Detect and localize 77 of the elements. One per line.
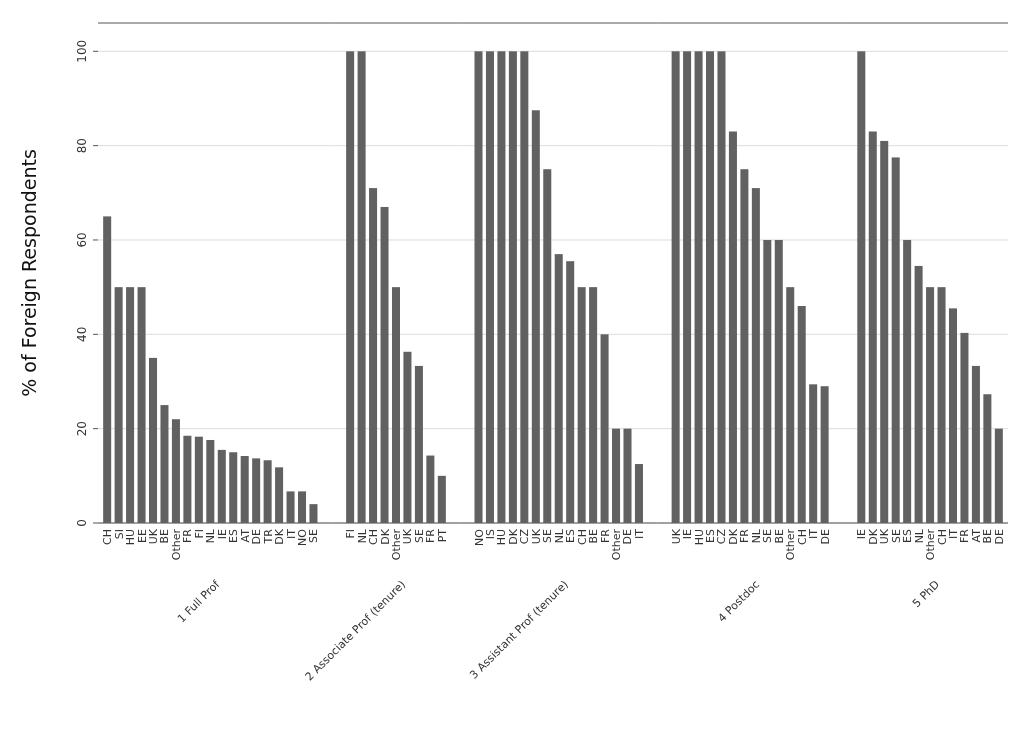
x-tick-label: Other [389,528,403,561]
x-tick-label: NO [296,528,310,546]
x-tick-label: NL [912,528,926,544]
x-tick-label: FI [344,529,358,539]
x-tick-label: BE [587,528,601,544]
x-tick-label: NL [552,528,566,544]
x-tick-label: DK [506,528,520,545]
x-tick-label: HU [124,529,138,546]
y-tick-label: 0 [75,519,89,527]
x-tick-label: SE [761,528,775,543]
y-tick-label: 20 [75,421,89,437]
x-tick-label: ES [227,528,241,543]
x-tick-label: CZ [518,528,532,545]
x-tick-label: UK [878,528,892,545]
x-tick-label: SE [307,528,321,543]
x-tick-label: CZ [715,528,729,545]
x-tick-label: SE [412,528,426,543]
x-tick-label: UK [147,528,161,545]
x-tick-label: CH [795,529,809,545]
x-tick-label: FR [738,528,752,543]
x-tick-label: DE [621,528,635,545]
x-tick-label: EE [135,528,149,543]
x-tick-label: DK [726,528,740,545]
x-tick-label: AT [238,528,252,543]
x-tick-label: UK [669,528,683,545]
x-tick-label: IT [632,528,646,539]
x-tick-label: NL [749,528,763,544]
x-tick-label: CH [935,529,949,545]
x-tick-label: FR [181,528,195,543]
x-tick-label: ES [704,528,718,543]
x-tick-label: Other [924,528,938,561]
x-tick-label: IE [855,528,869,540]
x-tick-label: UK [529,528,543,545]
x-tick-label: IE [215,528,229,540]
x-tick-label: DK [378,528,392,545]
x-tick-label: IT [284,528,298,539]
x-tick-label: DE [992,528,1006,545]
x-tick-label: CH [367,529,381,545]
x-tick-label: DE [818,528,832,545]
x-tick-label: SE [541,528,555,543]
x-tick-label: DK [866,528,880,545]
x-tick-label: NO [472,528,486,546]
y-tick-label: 60 [75,232,89,248]
x-tick-label: NL [355,528,369,544]
x-tick-label: FR [424,528,438,543]
x-tick-label: DE [250,528,264,545]
x-tick-label: IS [483,528,497,540]
x-tick-label: NL [204,528,218,544]
x-tick-label: BE [981,528,995,544]
x-tick-label: HU [495,529,509,546]
x-tick-label: Other [169,528,183,561]
x-tick-label: UK [401,528,415,545]
x-tick-label: ES [564,528,578,543]
x-tick-label: IT [807,528,821,539]
x-tick-label: Other [784,528,798,561]
y-tick-label: 80 [75,138,89,154]
x-tick-label: HU [692,529,706,546]
y-tick-label: 100 [75,39,89,63]
x-tick-label: FR [598,528,612,543]
x-tick-label: DK [273,528,287,545]
x-tick-label: CH [575,529,589,545]
x-tick-label: SI [112,529,126,540]
x-tick-label: SE [889,528,903,543]
x-tick-label: BE [158,528,172,544]
x-tick-label: BE [772,528,786,544]
x-tick-label: TR [261,528,275,545]
x-tick-label: IT [946,528,960,539]
x-tick-label: CH [101,529,115,545]
y-axis-title: % of Foreign Respondents [18,149,40,397]
x-tick-label: FR [958,528,972,543]
y-tick-label: 40 [75,326,89,342]
x-tick-label: PT [435,528,449,543]
x-tick-label: FI [192,529,206,539]
x-tick-label: Other [610,528,624,561]
x-tick-label: AT [969,528,983,543]
x-tick-label: ES [901,528,915,543]
x-tick-label: IE [681,528,695,540]
